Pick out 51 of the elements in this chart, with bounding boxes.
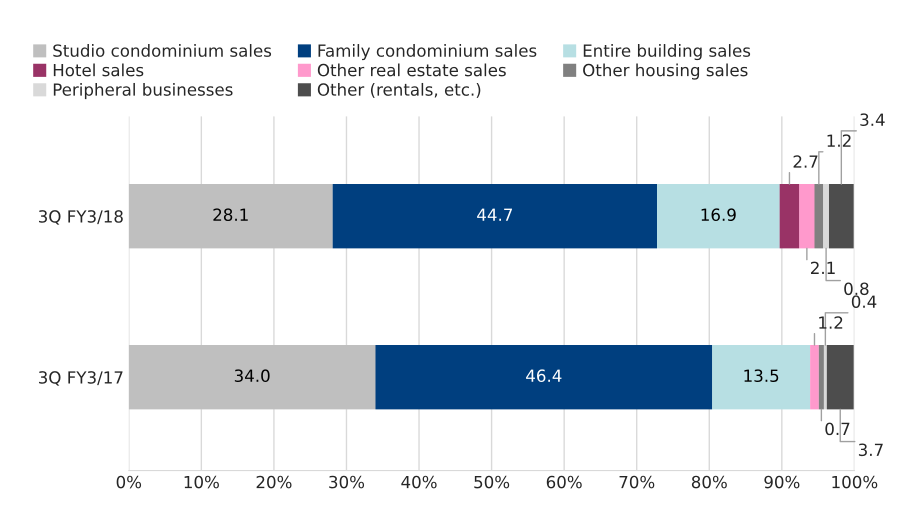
bar (824, 345, 827, 410)
legend-label: Entire building sales (584, 44, 750, 60)
data-label: 1.2 (828, 134, 851, 147)
bar (799, 184, 814, 248)
y-tick-label: 3Q FY3/17 (38, 371, 123, 386)
legend-label: Hotel sales (54, 63, 144, 76)
x-tick-label: 40% (401, 476, 437, 488)
legend-label: Family condominium sales (318, 44, 536, 60)
legend-label: Other (rentals, etc.) (318, 82, 480, 98)
data-label: 2.7 (794, 155, 818, 168)
x-tick-label: 70% (620, 476, 654, 488)
x-tick-label: 0% (116, 476, 142, 488)
bar (829, 184, 854, 248)
bar (814, 184, 824, 248)
x-tick-label: 30% (329, 476, 364, 488)
bar (128, 345, 376, 410)
y-tick-label: 3Q FY3/18 (38, 210, 123, 225)
x-tick-label: 90% (764, 476, 800, 488)
bar (810, 345, 819, 410)
data-label: 34.0 (234, 369, 270, 382)
bar (780, 184, 800, 248)
data-label: 28.1 (213, 208, 248, 222)
bar (818, 345, 824, 410)
bar (823, 184, 829, 248)
bar (826, 345, 854, 410)
data-label: 0.4 (852, 295, 876, 308)
bar (376, 345, 712, 410)
x-tick-label: 10% (184, 476, 219, 488)
legend-label: Peripheral businesses (54, 82, 233, 100)
bar (657, 184, 780, 248)
x-tick-label: 60% (546, 476, 582, 488)
legend-label: Studio condominium sales (53, 44, 272, 57)
data-label: 3.4 (860, 113, 885, 126)
bar (128, 184, 333, 248)
data-label: 1.2 (819, 316, 842, 329)
data-label: 3.7 (858, 444, 883, 456)
bar (712, 345, 810, 410)
data-label: 44.7 (477, 208, 512, 221)
x-tick-label: 20% (256, 476, 292, 488)
legend-label: Other housing sales (583, 63, 748, 80)
x-tick-label: 80% (692, 476, 727, 488)
data-label: 2.1 (810, 262, 835, 274)
x-tick-label: 100% (832, 476, 878, 488)
bar (332, 184, 658, 248)
data-label: 0.7 (825, 422, 850, 436)
legend-label: Other real estate sales (318, 63, 506, 76)
data-label: 0.8 (844, 282, 869, 296)
data-label: 46.4 (526, 369, 562, 382)
x-tick-label: 50% (474, 476, 510, 488)
data-label: 13.5 (744, 369, 778, 382)
data-label: 16.9 (702, 208, 736, 222)
